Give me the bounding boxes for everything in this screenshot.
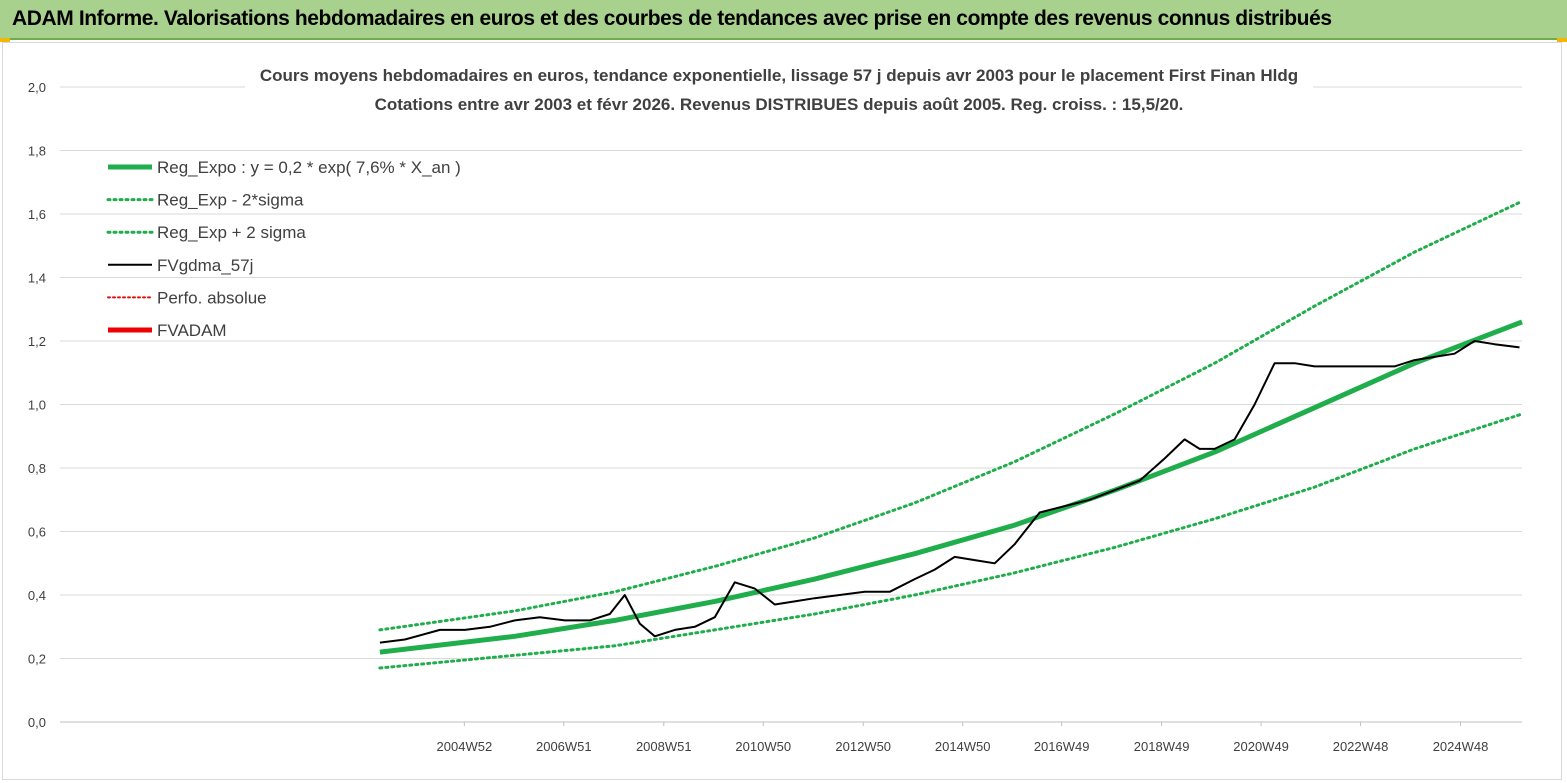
series-line-2 — [378, 199, 1524, 632]
x-tick-label: 2012W50 — [835, 739, 891, 754]
x-tick-label: 2010W50 — [735, 739, 791, 754]
corner-mark-right — [1557, 38, 1567, 42]
x-tick-label: 2020W49 — [1233, 739, 1289, 754]
y-tick-label: 0,0 — [28, 715, 46, 730]
legend-label: Perfo. absolue — [157, 288, 267, 307]
x-tick-label: 2024W48 — [1433, 739, 1489, 754]
chart-title: Cours moyens hebdomadaires en euros, ten… — [260, 66, 1298, 85]
y-tick-label: 1,0 — [28, 398, 46, 413]
y-axis-tick-labels: 0,0 0,2 0,4 0,6 0,8 1,0 1,2 1,4 1,6 1,8 2,0 — [28, 80, 46, 730]
legend-label: FVADAM — [157, 321, 227, 340]
series-line-3 — [379, 340, 1520, 644]
y-tick-label: 1,2 — [28, 334, 46, 349]
x-axis-tick-labels: 2004W52 2006W51 2008W51 2010W50 2012W50 2014W… — [437, 722, 1489, 754]
legend-label: FVgdma_57j — [157, 256, 253, 275]
x-tick-label: 2006W51 — [536, 739, 592, 754]
legend-label: Reg_Exp + 2 sigma — [157, 223, 306, 242]
x-tick-label: 2004W52 — [437, 739, 493, 754]
y-tick-label: 1,8 — [28, 144, 46, 159]
y-tick-label: 2,0 — [28, 80, 46, 95]
series-lines — [378, 199, 1524, 670]
legend: Reg_Expo : y = 0,2 * exp( 7,6% * X_an ) R… — [106, 158, 461, 340]
y-tick-label: 0,8 — [28, 461, 46, 476]
series-line-0 — [379, 319, 1523, 655]
title-background — [245, 60, 1313, 122]
y-tick-label: 0,2 — [28, 652, 46, 667]
y-tick-label: 0,6 — [28, 525, 46, 540]
report-banner: ADAM Informe. Valorisations hebdomadaire… — [0, 0, 1567, 40]
x-tick-label: 2022W48 — [1333, 739, 1389, 754]
y-tick-label: 1,4 — [28, 271, 46, 286]
gridlines — [60, 86, 1522, 723]
chart-subtitle: Cotations entre avr 2003 et févr 2026. R… — [375, 95, 1184, 114]
series-line-1 — [378, 412, 1524, 670]
chart-frame — [2, 42, 1562, 780]
report-title: ADAM Informe. Valorisations hebdomadaire… — [12, 7, 1332, 30]
x-tick-label: 2016W49 — [1034, 739, 1090, 754]
corner-mark-left — [0, 38, 10, 42]
legend-label: Reg_Expo : y = 0,2 * exp( 7,6% * X_an ) — [157, 158, 461, 177]
x-tick-label: 2018W49 — [1134, 739, 1190, 754]
x-tick-label: 2014W50 — [935, 739, 991, 754]
x-tick-label: 2008W51 — [636, 739, 692, 754]
y-tick-label: 1,6 — [28, 207, 46, 222]
legend-label: Reg_Exp - 2*sigma — [157, 191, 304, 210]
y-tick-label: 0,4 — [28, 588, 46, 603]
